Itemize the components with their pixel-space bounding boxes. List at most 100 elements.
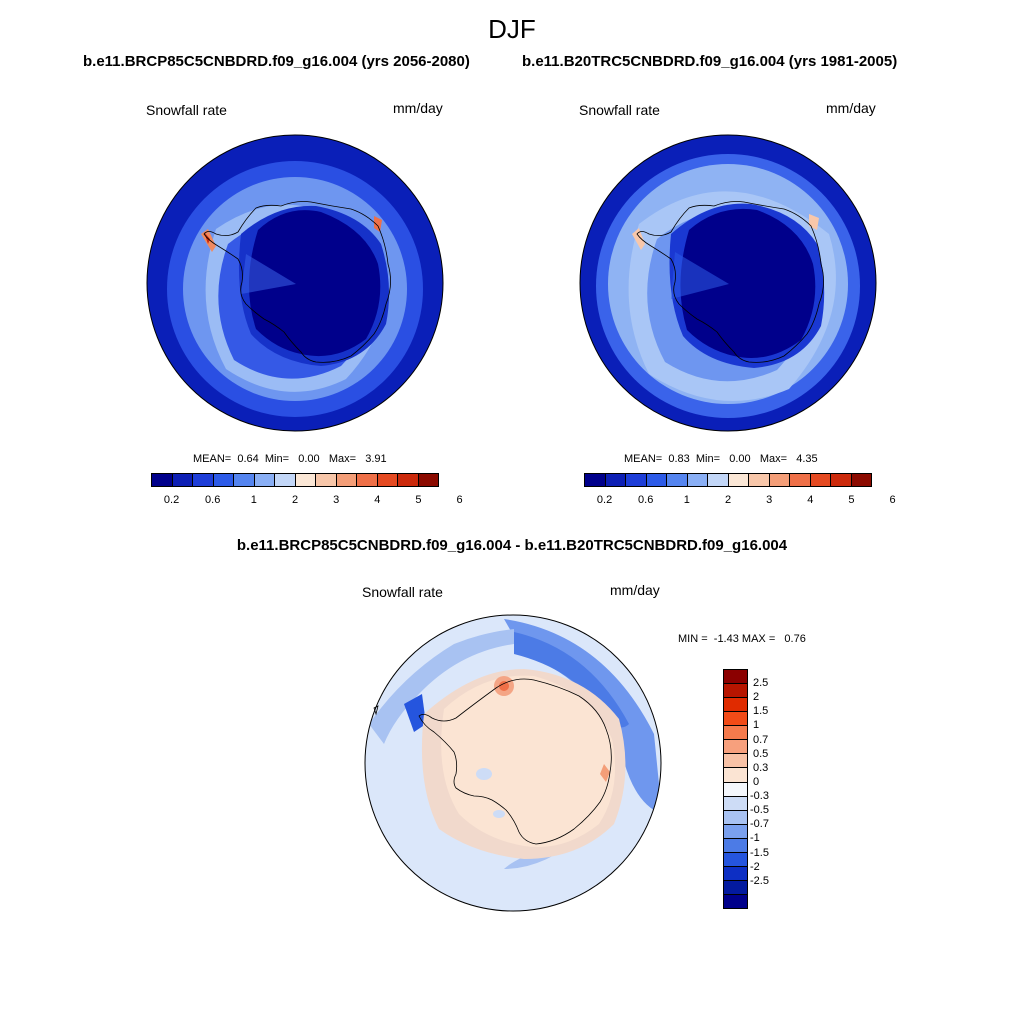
diff-colorbar-tick-label: -1.5 (750, 846, 769, 859)
right-run-title: b.e11.B20TRC5CNBDRD.f09_g16.004 (yrs 198… (522, 53, 898, 70)
diff-colorbar-swatch-5 (724, 740, 747, 755)
right-stats: MEAN= 0.83 Min= 0.00 Max= 4.35 (624, 453, 818, 465)
right-colorbar-swatch-4 (667, 474, 688, 486)
diff-colorbar-swatch-1 (724, 684, 747, 699)
diff-colorbar-swatch-9 (724, 796, 747, 811)
right-colorbar-tick-label: 3 (766, 494, 773, 506)
diff-variable-label: Snowfall rate (362, 584, 443, 600)
left-colorbar (151, 473, 439, 487)
page-title: DJF (488, 14, 536, 44)
diff-colorbar-swatch-16 (724, 895, 747, 909)
diff-units-label: mm/day (610, 582, 660, 598)
left-colorbar-tick-label: 0.2 (163, 494, 180, 506)
diff-colorbar-swatch-12 (724, 838, 747, 853)
diff-colorbar-swatch-6 (724, 754, 747, 769)
diff-colorbar-swatch-11 (724, 824, 747, 839)
diff-colorbar-tick-label: -2.5 (750, 874, 769, 887)
left-colorbar-tick-label: 5 (415, 494, 422, 506)
diff-colorbar-tick-label: -0.3 (750, 790, 769, 803)
diff-colorbar-swatch-2 (724, 698, 747, 713)
diff-colorbar-swatch-14 (724, 866, 747, 881)
left-colorbar-tick-label: 3 (333, 494, 340, 506)
right-colorbar-tick-label: 4 (807, 494, 814, 506)
diff-colorbar-tick-label: 1 (753, 719, 760, 732)
left-colorbar-swatch-4 (234, 474, 255, 486)
diff-colorbar (723, 669, 748, 909)
right-colorbar-tick-label: 0.2 (596, 494, 613, 506)
left-polar-map-icon (146, 134, 444, 432)
left-colorbar-tick-label: 1 (250, 494, 257, 506)
left-colorbar-swatch-1 (172, 474, 193, 486)
right-colorbar-swatch-8 (749, 474, 770, 486)
right-colorbar (584, 473, 872, 487)
right-colorbar-swatch-12 (831, 474, 852, 486)
left-colorbar-tick-label: 6 (456, 494, 463, 506)
diff-colorbar-tick-label: 0.7 (753, 733, 769, 746)
diff-polar-map-icon (364, 614, 662, 912)
left-colorbar-swatch-6 (275, 474, 296, 486)
right-colorbar-swatch-6 (708, 474, 729, 486)
right-colorbar-tick-label: 1 (683, 494, 690, 506)
diff-colorbar-swatch-0 (724, 670, 747, 685)
diff-colorbar-tick-label: 1.5 (753, 705, 769, 718)
right-colorbar-tick-label: 5 (848, 494, 855, 506)
right-colorbar-tick-label: 2 (724, 494, 732, 506)
diff-colorbar-tick-label: 2 (753, 691, 760, 704)
left-colorbar-swatch-12 (398, 474, 419, 486)
diff-coastline (418, 678, 612, 845)
diff-colorbar-swatch-15 (724, 880, 747, 895)
left-colorbar-ticks: 0.2 0.6 1 2 3 4 5 6 (151, 494, 463, 508)
right-colorbar-swatch-13 (851, 474, 871, 486)
left-colorbar-tick-label: 0.6 (205, 494, 221, 506)
right-colorbar-swatch-3 (646, 474, 667, 486)
diff-colorbar-swatch-4 (724, 726, 747, 741)
left-colorbar-swatch-10 (357, 474, 378, 486)
left-colorbar-swatch-8 (316, 474, 337, 486)
diff-colorbar-tick-label: 0.3 (753, 761, 769, 774)
left-colorbar-swatch-9 (336, 474, 357, 486)
right-coastline (636, 201, 824, 363)
left-colorbar-swatch-0 (152, 474, 173, 486)
diff-colorbar-tick-label: -0.7 (750, 818, 769, 831)
right-colorbar-swatch-2 (626, 474, 647, 486)
right-colorbar-swatch-5 (687, 474, 708, 486)
right-colorbar-ticks: 0.2 0.6 1 2 3 4 5 6 (584, 494, 896, 508)
left-colorbar-swatch-3 (213, 474, 234, 486)
diff-colorbar-swatch-7 (724, 768, 747, 783)
diff-colorbar-swatch-13 (724, 852, 747, 867)
right-colorbar-tick-label: 0.6 (638, 494, 654, 506)
left-colorbar-swatch-2 (193, 474, 214, 486)
diff-colorbar-ticks: 2.5 2 1.5 1 0.7 0.5 0.3 0 -0.3 -0.5 -0.7 -1 -1.5 -2 -2… (750, 669, 813, 909)
diff-colorbar-swatch-8 (724, 782, 747, 797)
left-coastline (203, 201, 391, 363)
diff-colorbar-tick-label: 0 (753, 775, 760, 788)
right-variable-label: Snowfall rate (579, 102, 660, 118)
diff-colorbar-tick-label: -2 (750, 860, 760, 873)
diff-colorbar-tick-label: -0.5 (750, 804, 769, 817)
diff-stats: MIN = -1.43 MAX = 0.76 (678, 633, 806, 645)
left-stats: MEAN= 0.64 Min= 0.00 Max= 3.91 (193, 453, 387, 465)
right-colorbar-swatch-10 (790, 474, 811, 486)
diff-colorbar-swatch-3 (724, 712, 747, 727)
right-colorbar-tick-label: 6 (889, 494, 896, 506)
left-variable-label: Snowfall rate (146, 102, 227, 118)
diff-title: b.e11.BRCP85C5CNBDRD.f09_g16.004 - b.e11… (236, 537, 788, 554)
left-colorbar-swatch-5 (254, 474, 275, 486)
left-colorbar-swatch-11 (377, 474, 398, 486)
right-colorbar-swatch-7 (728, 474, 749, 486)
diff-colorbar-tick-label: 2.5 (753, 677, 769, 690)
right-colorbar-swatch-1 (605, 474, 626, 486)
right-colorbar-swatch-9 (769, 474, 790, 486)
diff-colorbar-tick-label: -1 (750, 832, 760, 845)
left-colorbar-tick-label: 4 (374, 494, 381, 506)
left-colorbar-swatch-13 (418, 474, 438, 486)
right-polar-map-icon (579, 134, 877, 432)
diff-colorbar-tick-label: 0.5 (753, 747, 769, 760)
diff-colorbar-swatch-10 (724, 810, 747, 825)
right-units-label: mm/day (826, 100, 876, 116)
right-colorbar-swatch-11 (810, 474, 831, 486)
left-run-title: b.e11.BRCP85C5CNBDRD.f09_g16.004 (yrs 20… (83, 53, 470, 70)
left-units-label: mm/day (393, 100, 443, 116)
left-colorbar-tick-label: 2 (291, 494, 299, 506)
left-colorbar-swatch-7 (295, 474, 316, 486)
